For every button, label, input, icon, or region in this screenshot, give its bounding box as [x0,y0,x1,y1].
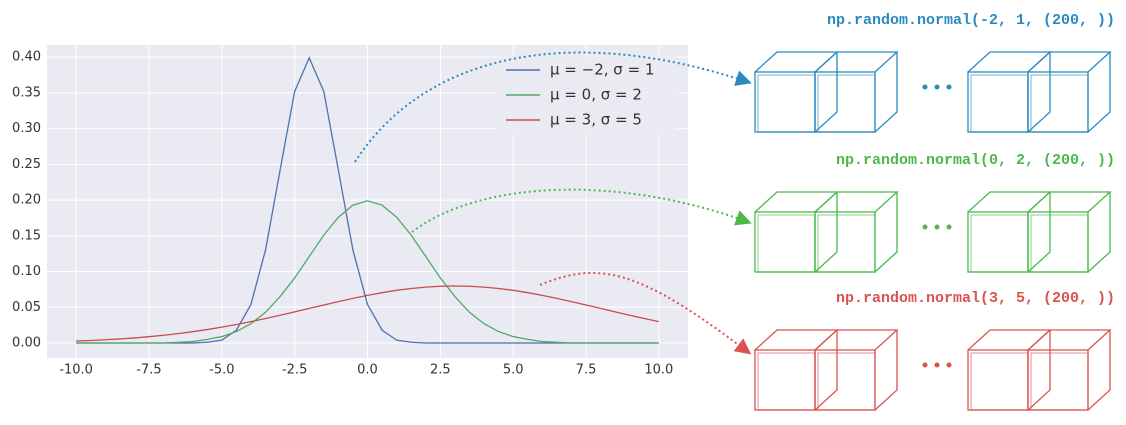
y-tick-label: 0.15 [12,228,41,243]
x-tick-label: 10.0 [644,363,673,378]
y-tick-label: 0.25 [12,157,41,172]
cube-inner [1030,74,1089,133]
cube-front [967,349,1029,411]
y-tick-label: 0.35 [12,85,41,100]
cube-front [967,71,1029,133]
cube-edges [1027,51,1112,133]
cube-inner [757,352,816,411]
cube-inner [817,214,876,273]
series-line [76,200,659,344]
code-label: np.random.normal(3, 5, (200, )) [836,290,1115,307]
cube-edges [814,329,899,411]
y-tick-label: 0.05 [12,300,41,315]
cube-edges [814,51,899,133]
ellipsis-dot [922,224,928,230]
lines [76,56,659,344]
x-tick-label: -2.5 [282,363,307,378]
dotted-arrow [411,188,752,233]
cube-inner [970,74,1029,133]
cube-front [754,71,816,133]
ellipsis-dot [934,84,940,90]
cube-inner [970,214,1029,273]
series-line [76,285,659,342]
dotted-arrow [354,51,752,163]
ellipsis-dot [946,84,952,90]
code-label: np.random.normal(-2, 1, (200, )) [827,12,1115,29]
x-tick-label: 2.5 [430,363,451,378]
y-tick-label: 0.10 [12,264,41,279]
x-tick-label: 7.5 [576,363,597,378]
x-tick-label: -7.5 [136,363,161,378]
ellipsis-dot [934,224,940,230]
cube [1027,51,1112,133]
ellipsis-dot [946,362,952,368]
grid: 0.00 0.05 0.10 0.15 0.20 0.25 0.30 0.35 0.40 -10.… [12,45,688,378]
cube-inner [1030,214,1089,273]
cube-front [967,211,1029,273]
sample-diagram: np.random.normal(-2, 1, (200, )) np.rando… [354,12,1115,411]
cube-front [754,349,816,411]
cube-inner [817,74,876,133]
ellipsis-dot [946,224,952,230]
legend-box [496,55,678,135]
cube-edges [1027,191,1112,273]
y-tick-label: 0.20 [12,193,41,208]
x-tick-label: -5.0 [209,363,234,378]
x-tick-label: 5.0 [503,363,524,378]
x-tick-label: 0.0 [357,363,378,378]
cube-front [754,211,816,273]
cube-inner [757,214,816,273]
ellipsis-dot [934,362,940,368]
y-tick-label: 0.30 [12,121,41,136]
cube-inner [970,352,1029,411]
legend-label: μ = −2, σ = 1 [550,61,654,79]
cube-inner [817,352,876,411]
cube [814,329,899,411]
ellipsis-dot [922,84,928,90]
cube-edges [814,191,899,273]
cube [814,191,899,273]
code-label: np.random.normal(0, 2, (200, )) [836,152,1115,169]
legend: μ = −2, σ = 1 μ = 0, σ = 2 μ = 3, σ = 5 [496,55,678,135]
cube [1027,191,1112,273]
cube [814,51,899,133]
y-tick-label: 0.40 [12,50,41,65]
x-tick-label: -10.0 [59,363,93,378]
cube-inner [1030,352,1089,411]
cube-inner [757,74,816,133]
legend-label: μ = 3, σ = 5 [550,111,642,129]
ellipsis-dot [922,362,928,368]
y-tick-label: 0.00 [12,335,41,350]
cube [1027,329,1112,411]
legend-label: μ = 0, σ = 2 [550,86,642,104]
cube-edges [1027,329,1112,411]
